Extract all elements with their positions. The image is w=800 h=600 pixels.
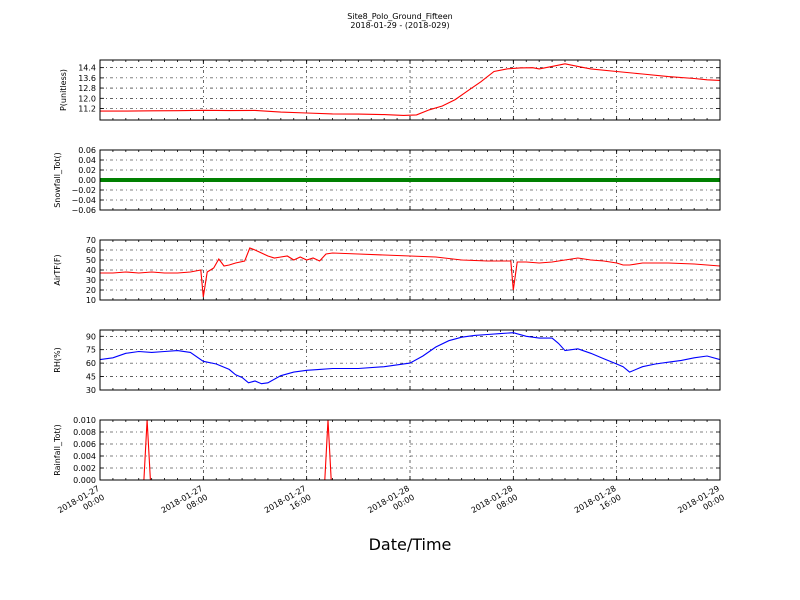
panel-2-ytick-label: −0.04 [71, 196, 96, 205]
panel-1-series-line [100, 63, 720, 116]
panel-5: 0.000 0.002 0.004 0.006 0.008 0.010 Rainfall_T… [53, 416, 721, 485]
panel-5-ytick-label: 0.000 [73, 476, 96, 485]
chart-subtitle: 2018-01-29 - (2018-029) [350, 21, 449, 30]
panel-4-series-line [100, 332, 720, 385]
panel-3-ylabel: AirTF(F) [53, 254, 62, 285]
panel-3-ytick-label: 70 [86, 236, 96, 245]
panel-1-frame [99, 59, 721, 121]
panel-2-ylabel: Snowfall_Tot() [53, 152, 62, 208]
x-tick-label: 2018-01-2800:00 [366, 484, 416, 524]
panel-3-ytick-label: 60 [86, 246, 96, 255]
panel-5-ytick-label: 0.008 [73, 428, 96, 437]
panels-group: 11.212.012.813.614.4P(unitless)−0.06−0.0… [53, 59, 721, 485]
panel-5-frame [99, 419, 721, 481]
panel-4-frame [99, 329, 721, 391]
panel-1-ytick-label: 14.4 [78, 64, 96, 73]
panel-3-ytick-label: 10 [86, 296, 96, 305]
panel-5-ytick-label: 0.002 [73, 464, 96, 473]
x-tick-label: 2018-01-2700:00 [56, 484, 106, 524]
panel-2-ytick-label: 0.02 [78, 166, 96, 175]
panel-4-ytick-label: 45 [86, 373, 96, 382]
x-axis-label: Date/Time [369, 535, 452, 554]
x-tick-label: 2018-01-2808:00 [470, 484, 520, 524]
panel-4-ytick-label: 90 [86, 332, 96, 341]
panel-5-ylabel: Rainfall_Tot() [53, 424, 62, 476]
panel-5-ytick-label: 0.006 [73, 440, 96, 449]
panel-5-ytick-label: 0.010 [73, 416, 96, 425]
panel-3-ytick-label: 40 [86, 266, 96, 275]
panel-3-frame [99, 239, 721, 301]
panel-2-ytick-label: 0.00 [78, 176, 96, 185]
x-tick-label: 2018-01-2708:00 [160, 484, 210, 524]
panel-4-ytick-label: 60 [86, 359, 96, 368]
x-tick-labels: 2018-01-2700:00 2018-01-2708:00 2018-01-27… [56, 484, 726, 524]
panel-1: 11.2 12.012.813.614.4 P(unitless) [59, 59, 721, 121]
panel-2: −0.06−0.04−0.020.000.020.040.06 Snowfall_… [53, 146, 721, 215]
panel-3-ytick-label: 30 [86, 276, 96, 285]
panel-3-ytick-label: 50 [86, 256, 96, 265]
x-tick-label: 2018-01-2716:00 [263, 484, 313, 524]
panel-2-ytick-label: −0.06 [71, 206, 96, 215]
panel-1-ytick-label: 11.2 [78, 105, 96, 114]
panel-2-ytick-label: 0.06 [78, 146, 96, 155]
panel-1-ytick-label: 13.6 [78, 74, 96, 83]
panel-2-ytick-label: 0.04 [78, 156, 96, 165]
chart-title: Site8_Polo_Ground_Fifteen [347, 12, 452, 21]
panel-1-ylabel: P(unitless) [59, 69, 68, 111]
panel-4-ytick-label: 30 [86, 386, 96, 395]
panel-4-ylabel: RH(%) [53, 347, 62, 372]
panel-4: 30 45 60 75 90 RH(%) [53, 329, 721, 395]
panel-1-ytick-label: 12.8 [78, 84, 96, 93]
panel-5-ytick-label: 0.004 [73, 452, 96, 461]
panel-2-ytick-label: −0.02 [71, 186, 96, 195]
panel-3-ytick-label: 20 [86, 286, 96, 295]
panel-1-ytick-label: 12.0 [78, 94, 96, 103]
x-tick-label: 2018-01-2900:00 [676, 484, 726, 524]
panel-4-ytick-label: 75 [86, 346, 96, 355]
panel-5-series-line [100, 420, 720, 480]
panel-2-frame [99, 149, 721, 211]
panel-3-series-line [100, 247, 720, 298]
x-tick-label: 2018-01-2816:00 [573, 484, 623, 524]
